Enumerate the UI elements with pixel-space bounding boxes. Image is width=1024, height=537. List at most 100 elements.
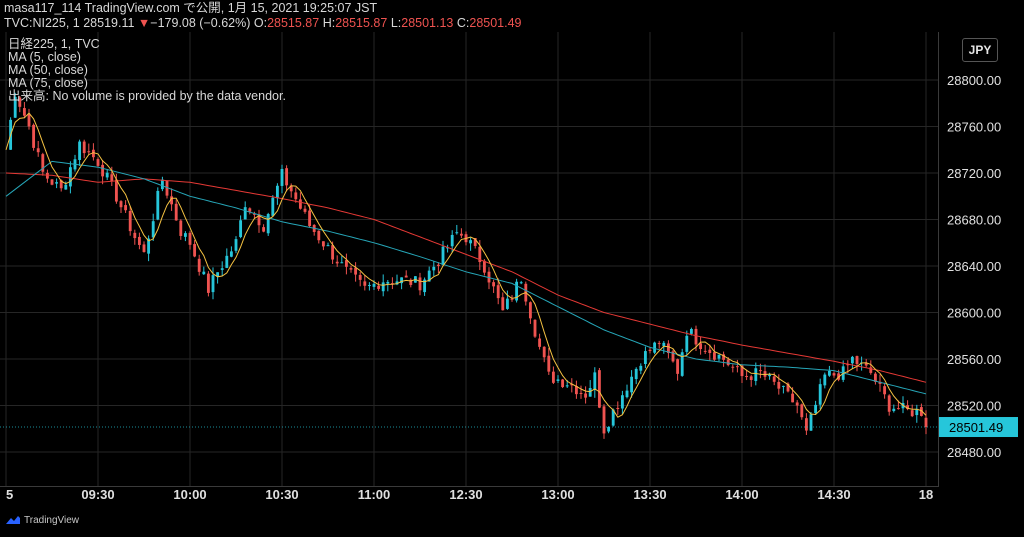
candle-body [593, 372, 597, 390]
close-value: 28501.49 [469, 16, 522, 30]
candle-body [855, 356, 859, 365]
candle-body [924, 417, 928, 428]
candle-body [137, 236, 141, 245]
candle-body [639, 365, 643, 371]
price-axis[interactable]: 28800.00 28760.00 28720.00 28680.00 28640.00… [947, 73, 1001, 460]
candle-body [45, 172, 49, 179]
candle-body [781, 385, 785, 387]
time-axis[interactable]: 5 09:30 10:00 10:30 11:00 12:30 13:00 13:30 14:0… [6, 487, 933, 502]
x-tick-label: 12:30 [449, 487, 482, 502]
candle-body [533, 319, 537, 337]
candle-body [763, 371, 767, 377]
x-tick-label: 18 [919, 487, 933, 502]
candle-body [648, 349, 652, 351]
candle-body [363, 281, 367, 286]
y-tick-label: 28640.00 [947, 259, 1001, 274]
legend-volume-note: 出来高: No volume is provided by the data v… [8, 89, 286, 103]
x-tick-label: 11:00 [358, 487, 391, 502]
x-tick-label: 5 [6, 487, 13, 502]
ohlc-header: TVC:NI225, 1 28519.11 ▼−179.08 (−0.62%) … [4, 16, 522, 30]
candle-body [685, 335, 689, 352]
candle-body [680, 352, 684, 376]
time-axis-divider [0, 486, 939, 487]
x-tick-label: 13:00 [541, 487, 574, 502]
candle-body [561, 379, 565, 388]
candle-body [749, 376, 753, 380]
candle-body [326, 245, 330, 247]
candle-body [850, 356, 854, 364]
candle-body [487, 271, 491, 283]
candle-body [165, 180, 169, 196]
ma5-line [5, 112, 927, 418]
candle-body [386, 281, 390, 284]
candle-body [699, 343, 703, 350]
candle-body [745, 376, 749, 378]
candle-body [602, 406, 606, 434]
candle-body [547, 355, 551, 372]
publish-info: masa117_114 TradingView.com で公開, 1月 15, … [4, 1, 378, 15]
legend-ma75[interactable]: MA (75, close) [8, 76, 88, 90]
candle-body [151, 221, 155, 238]
current-price-label: 28501.49 [949, 420, 1003, 435]
y-tick-label: 28680.00 [947, 213, 1001, 228]
candle-body [910, 410, 914, 417]
candle-body [303, 208, 307, 212]
candle-body [625, 390, 629, 398]
candle-body [183, 233, 187, 237]
candle-body [869, 367, 873, 373]
candle-body [55, 182, 59, 184]
candle-body [519, 282, 523, 284]
candle-body [147, 238, 151, 254]
candle-body [400, 277, 404, 284]
candle-body [64, 184, 68, 190]
candle-body [510, 298, 514, 300]
candle-body [101, 164, 105, 177]
candle-body [772, 376, 776, 382]
candle-body [482, 260, 486, 273]
candle-body [160, 179, 164, 190]
candle-body [188, 232, 192, 245]
candle-body [620, 395, 624, 409]
x-tick-label: 13:30 [633, 487, 666, 502]
currency-button[interactable]: JPY [962, 38, 998, 62]
candle-body [469, 240, 473, 244]
candle-body [59, 180, 63, 189]
x-tick-label: 10:30 [265, 487, 298, 502]
candle-body [611, 409, 615, 426]
legend-series-title[interactable]: 日経225, 1, TVC [8, 37, 100, 51]
candle-body [105, 172, 109, 178]
candle-body [331, 245, 335, 260]
candle-body [381, 282, 385, 292]
candle-body [731, 366, 735, 368]
candle-body [473, 238, 477, 246]
symbol-label: TVC:NI225, 1 [4, 16, 80, 30]
candle-body [653, 342, 657, 353]
candle-body [41, 154, 45, 172]
candle-body [170, 196, 174, 205]
candle-body [570, 383, 574, 386]
candle-body [717, 354, 721, 359]
candle-body [119, 201, 123, 208]
candle-body [275, 185, 279, 199]
tradingview-logo[interactable]: TradingView [6, 515, 79, 526]
candle-body [832, 373, 836, 376]
candle-body [873, 373, 877, 382]
candle-body [197, 258, 201, 272]
candle-body [124, 205, 128, 211]
candle-body [919, 407, 923, 416]
candle-body [786, 383, 790, 392]
y-tick-label: 28520.00 [947, 399, 1001, 414]
candle-body [436, 264, 440, 266]
candle-body [193, 244, 197, 257]
candle-body [317, 230, 321, 241]
legend-ma5[interactable]: MA (5, close) [8, 50, 81, 64]
last-price: 28519.11 [83, 16, 135, 30]
candle-body [266, 214, 270, 234]
candle-body [404, 275, 408, 278]
candle-body [298, 199, 302, 209]
candle-body [344, 260, 348, 267]
legend-ma50[interactable]: MA (50, close) [8, 63, 88, 77]
candle-body [377, 285, 381, 289]
candle-body [354, 267, 358, 275]
